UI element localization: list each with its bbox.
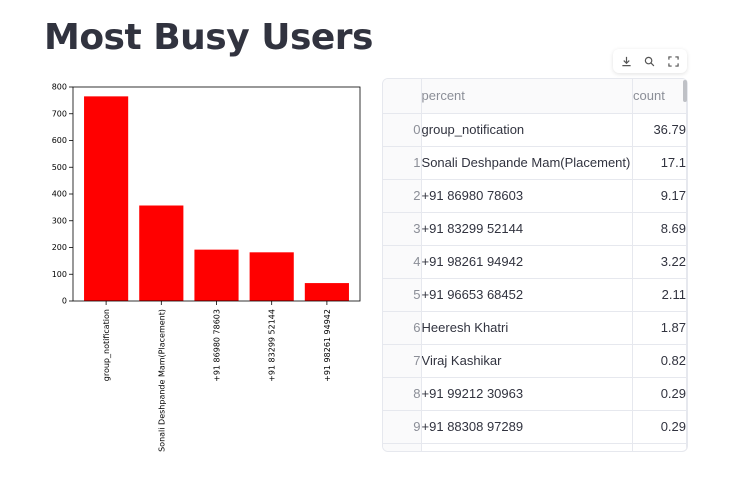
table-row[interactable]: 1 Sonali Deshpande Mam(Placement) 17.1: [383, 146, 687, 180]
row-name[interactable]: group_notification: [421, 113, 634, 147]
x-tick-label: +91 86980 78603: [213, 309, 222, 382]
row-count[interactable]: 8.69: [632, 212, 687, 246]
bar: [84, 96, 129, 301]
row-count[interactable]: 36.79: [632, 113, 687, 147]
row-count[interactable]: 1.87: [632, 311, 687, 345]
fullscreen-button[interactable]: [662, 50, 684, 72]
row-name[interactable]: Sonali Deshpande Mam(Placement): [421, 146, 634, 180]
y-tick-label: 300: [52, 216, 67, 225]
row-index[interactable]: 2: [383, 179, 422, 213]
row-index[interactable]: 1: [383, 146, 422, 180]
page-title: Most Busy Users: [44, 17, 373, 58]
row-index[interactable]: 6: [383, 311, 422, 345]
column-header-count[interactable]: count: [632, 79, 687, 114]
table-row[interactable]: 8 +91 99212 30963 0.29: [383, 377, 687, 411]
dataframe-toolbar: [613, 49, 687, 73]
table-row[interactable]: 3 +91 83299 52144 8.69: [383, 212, 687, 246]
x-tick-label: +91 98261 94942: [323, 309, 332, 382]
row-count[interactable]: 3.22: [632, 245, 687, 279]
bar: [304, 283, 349, 301]
table-row[interactable]: 0 group_notification 36.79: [383, 113, 687, 147]
row-count[interactable]: 9.17: [632, 179, 687, 213]
row-index[interactable]: 5: [383, 278, 422, 312]
search-button[interactable]: [639, 50, 661, 72]
dataframe[interactable]: percent count 0 group_notification 36.79 1 S…: [382, 78, 688, 452]
row-index[interactable]: 4: [383, 245, 422, 279]
row-name[interactable]: Heeresh Khatri: [421, 311, 634, 345]
bar-chart: 0 100 200 300 400 500 600 700 800 group_notificat…: [52, 83, 361, 452]
data-table: percent count 0 group_notification 36.79 1 S…: [383, 79, 687, 451]
y-tick-label: 0: [62, 297, 67, 306]
table-row[interactable]: 4 +91 98261 94942 3.22: [383, 245, 687, 279]
fullscreen-icon: [668, 55, 679, 67]
table-row[interactable]: 2 +91 86980 78603 9.17: [383, 179, 687, 213]
row-count[interactable]: 17.1: [632, 146, 687, 180]
row-index[interactable]: 3: [383, 212, 422, 246]
x-tick-label: Sonali Deshpande Mam(Placement): [157, 309, 166, 452]
y-tick-label: 700: [52, 109, 67, 118]
row-index[interactable]: 9: [383, 410, 422, 444]
row-name[interactable]: [421, 443, 634, 451]
index-header[interactable]: [383, 79, 422, 114]
row-count[interactable]: [632, 443, 687, 451]
row-name[interactable]: +91 98261 94942: [421, 245, 634, 279]
row-name[interactable]: +91 88308 97289: [421, 410, 634, 444]
row-count[interactable]: 0.82: [632, 344, 687, 378]
plot-frame: [72, 86, 361, 302]
table-row[interactable]: 5 +91 96653 68452 2.11: [383, 278, 687, 312]
row-count[interactable]: 2.11: [632, 278, 687, 312]
x-tick-label: +91 83299 52144: [268, 309, 277, 382]
y-tick-label: 600: [52, 136, 67, 145]
x-tick-label: group_notification: [102, 309, 111, 381]
row-name[interactable]: +91 96653 68452: [421, 278, 634, 312]
y-tick-label: 500: [52, 163, 67, 172]
table-row[interactable]: 6 Heeresh Khatri 1.87: [383, 311, 687, 345]
y-tick-label: 200: [52, 243, 67, 252]
download-button[interactable]: [616, 50, 638, 72]
row-count[interactable]: 0.29: [632, 410, 687, 444]
table-row[interactable]: 7 Viraj Kashikar 0.82: [383, 344, 687, 378]
search-icon: [645, 56, 655, 66]
table-header-row: percent count: [383, 79, 687, 114]
column-header-percent[interactable]: percent: [421, 79, 634, 114]
table-row[interactable]: 9 +91 88308 97289 0.29: [383, 410, 687, 444]
y-tick-label: 400: [52, 190, 67, 199]
bar: [249, 252, 294, 301]
row-index[interactable]: 7: [383, 344, 422, 378]
bar: [139, 205, 184, 301]
y-tick-label: 800: [52, 83, 67, 92]
row-name[interactable]: +91 83299 52144: [421, 212, 634, 246]
row-name[interactable]: Viraj Kashikar: [421, 344, 634, 378]
table-row[interactable]: [383, 443, 687, 451]
row-count[interactable]: 0.29: [632, 377, 687, 411]
row-name[interactable]: +91 99212 30963: [421, 377, 634, 411]
bar: [194, 249, 239, 301]
y-tick-label: 100: [52, 270, 67, 279]
row-name[interactable]: +91 86980 78603: [421, 179, 634, 213]
row-index[interactable]: [383, 443, 422, 451]
download-icon: [622, 56, 631, 66]
row-index[interactable]: 0: [383, 113, 422, 147]
table-scrollbar[interactable]: [683, 80, 687, 102]
row-index[interactable]: 8: [383, 377, 422, 411]
